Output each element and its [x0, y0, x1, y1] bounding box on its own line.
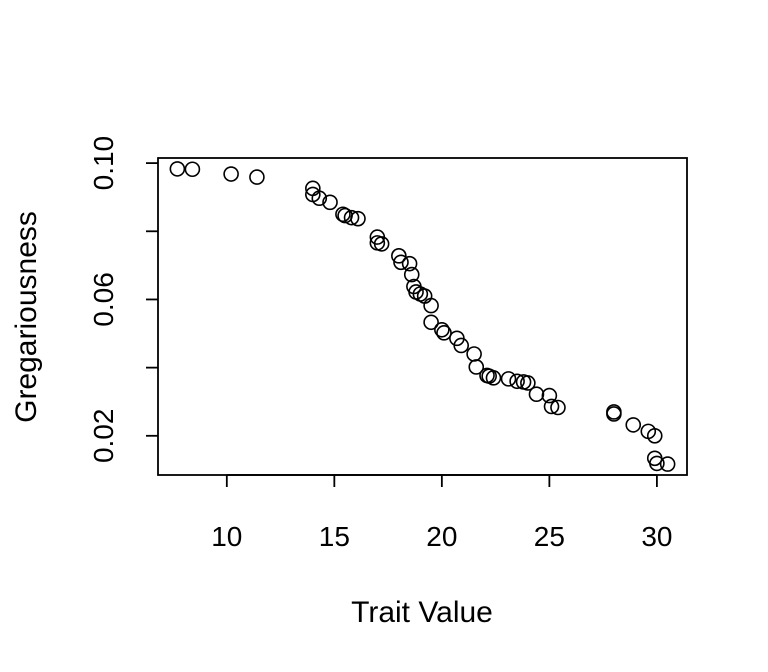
data-point [350, 210, 366, 227]
y-tick-label-4: 0.10 [88, 136, 119, 191]
data-point [423, 297, 439, 314]
data-point [436, 325, 452, 341]
x-axis: 10 15 20 25 30 [211, 474, 672, 552]
data-point [646, 428, 663, 444]
data-point [322, 194, 338, 211]
data-point [625, 417, 642, 433]
y-axis: 0.02 0.06 0.10 [88, 136, 158, 463]
data-point [606, 406, 622, 422]
x-tick-label-20: 20 [426, 521, 457, 552]
data-point [550, 399, 566, 416]
data-point [223, 166, 239, 182]
data-point [311, 190, 328, 207]
data-point [401, 255, 418, 272]
data-point [543, 398, 560, 415]
data-point [184, 161, 201, 178]
data-point [659, 456, 676, 472]
data-point [391, 248, 407, 264]
x-tick-label-30: 30 [641, 521, 672, 552]
data-point [434, 321, 450, 338]
data-point [393, 254, 409, 271]
data-point [485, 370, 502, 386]
data-point [520, 375, 536, 391]
x-tick-label-10: 10 [211, 521, 242, 552]
data-point [343, 209, 360, 226]
data-point [335, 206, 351, 223]
x-tick-label-25: 25 [534, 521, 565, 552]
x-tick-label-15: 15 [319, 521, 350, 552]
y-tick-label-0: 0.02 [88, 409, 119, 464]
data-point [649, 455, 665, 472]
data-point [373, 236, 390, 252]
data-points [169, 161, 676, 472]
x-axis-title: Trait Value [351, 596, 493, 629]
data-point [541, 387, 558, 404]
data-point [423, 314, 439, 331]
data-point [249, 169, 265, 185]
data-point [528, 386, 545, 403]
y-axis-title: Gregariousness [10, 211, 43, 423]
y-tick-label-2: 0.06 [88, 272, 119, 327]
data-point [403, 266, 420, 283]
data-point [500, 371, 517, 387]
data-point [453, 337, 470, 354]
data-point [468, 359, 485, 375]
data-point [509, 373, 525, 390]
data-point [169, 161, 186, 177]
